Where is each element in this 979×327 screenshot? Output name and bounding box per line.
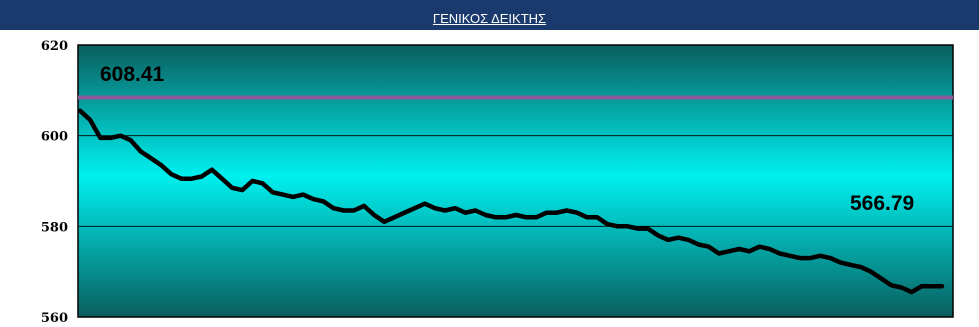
y-tick-label: 580	[41, 220, 68, 235]
y-tick-label: 600	[41, 130, 68, 145]
chart-frame: 620 600 580 560 608.41 566.79	[0, 30, 979, 327]
series-line	[77, 108, 945, 295]
top-band	[0, 0, 979, 6]
line-chart: 620 600 580 560 608.41 566.79	[41, 39, 954, 326]
end-value-label: 566.79	[850, 192, 914, 215]
plot-area	[77, 44, 954, 318]
chart-header: ΓΕΝΙΚΟΣ ΔΕΙΚΤΗΣ	[0, 6, 979, 30]
chart-title: ΓΕΝΙΚΟΣ ΔΕΙΚΤΗΣ	[432, 10, 547, 26]
y-tick-label: 560	[41, 311, 68, 326]
grid-lines	[78, 135, 953, 227]
y-axis: 620 600 580 560	[41, 39, 68, 326]
reference-value-label: 608.41	[100, 63, 165, 86]
y-tick-label: 620	[41, 39, 68, 54]
